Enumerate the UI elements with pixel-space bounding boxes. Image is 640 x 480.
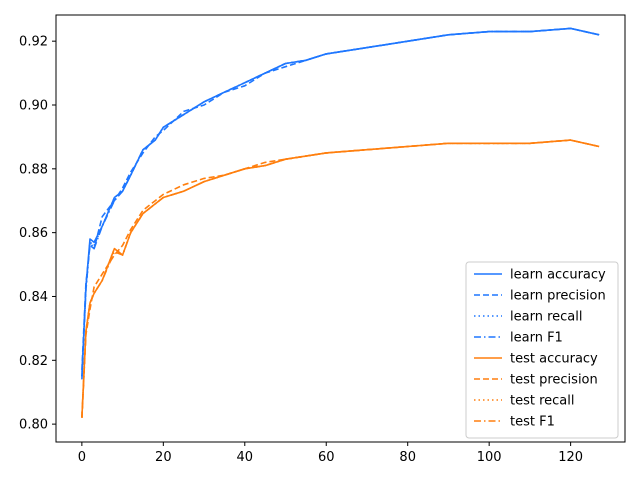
x-tick-label: 0 — [78, 450, 86, 465]
x-tick-label: 60 — [318, 450, 335, 465]
y-axis: 0.80 0.82 0.84 0.86 0.88 0.90 0.92 — [19, 35, 56, 433]
x-tick-label: 120 — [558, 450, 583, 465]
plot-lines — [81, 27, 600, 418]
x-axis: 0 20 40 60 80 100 120 — [78, 442, 583, 465]
y-tick-label: 0.82 — [19, 354, 48, 369]
series-line-test-f1 — [81, 139, 600, 418]
y-tick-label: 0.84 — [19, 290, 48, 305]
y-tick-label: 0.86 — [19, 226, 48, 241]
x-tick-label: 40 — [237, 450, 254, 465]
legend-label: test precision — [510, 373, 598, 388]
x-tick-label: 100 — [477, 450, 502, 465]
legend-label: learn accuracy — [510, 268, 606, 283]
series-line-learn-f1 — [81, 27, 600, 380]
legend-label: test accuracy — [510, 352, 598, 367]
series-line-learn-recall — [81, 27, 600, 377]
legend-box — [465, 261, 619, 439]
legend: learn accuracy learn precision learn recal… — [465, 261, 619, 439]
legend-label: test recall — [510, 394, 575, 409]
y-tick-label: 0.90 — [19, 98, 48, 113]
legend-label: test F1 — [510, 415, 555, 430]
y-tick-label: 0.88 — [19, 162, 48, 177]
y-tick-label: 0.92 — [19, 35, 48, 50]
legend-label: learn F1 — [510, 331, 563, 346]
x-tick-label: 20 — [155, 450, 172, 465]
legend-label: learn recall — [510, 310, 582, 325]
legend-label: learn precision — [510, 289, 606, 304]
y-tick-label: 0.80 — [19, 418, 48, 433]
plot-frame — [55, 14, 626, 443]
x-tick-label: 80 — [399, 450, 416, 465]
